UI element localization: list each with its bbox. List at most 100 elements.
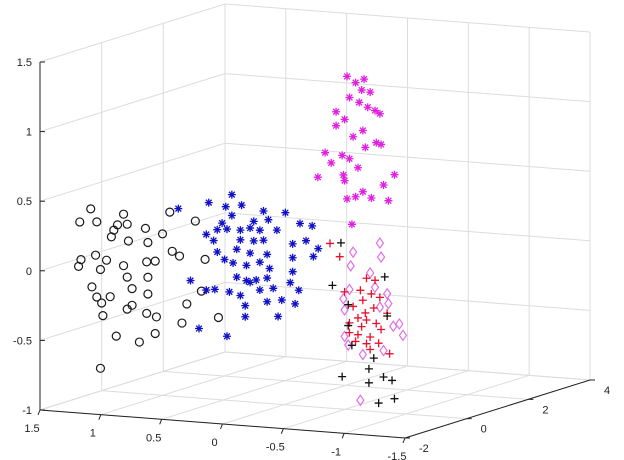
data-point-circle (92, 217, 102, 227)
data-point-plus (362, 274, 371, 283)
data-point-plus (383, 312, 392, 321)
data-point-circle (142, 308, 152, 318)
data-point-asterisk (246, 278, 255, 287)
x-tick-label: -1 (331, 446, 341, 458)
data-point-diamond (358, 348, 368, 361)
data-point-asterisk (255, 286, 264, 295)
data-point-asterisk (377, 140, 386, 149)
data-point-diamond (339, 292, 348, 305)
data-point-asterisk (242, 276, 251, 285)
series-5 (328, 238, 399, 408)
z-tick-label: 1.5 (17, 57, 32, 69)
data-point-circle (174, 251, 185, 261)
data-point-asterisk (264, 215, 273, 224)
data-point-circle (190, 216, 200, 226)
data-point-circle (97, 298, 107, 308)
y-tick-label: 0 (481, 424, 487, 436)
grid-line-z-back (224, 212, 591, 242)
tick-labels: 1.5 1 0.5 0 -0.5 -1 -1.5 -2 0 2 4 -1 -0.5 0 0.5 1 1.5 (13, 57, 610, 460)
grid-line-z-left (39, 3, 226, 63)
data-point-asterisk (236, 235, 245, 244)
data-point-plus (345, 328, 354, 337)
series-2 (313, 72, 399, 229)
data-point-asterisk (210, 285, 219, 294)
data-point-circle (73, 261, 84, 271)
data-point-plus (356, 286, 365, 295)
data-point-asterisk (366, 88, 375, 97)
data-point-asterisk (241, 301, 250, 310)
grid-line-y-floor (163, 370, 529, 400)
data-point-asterisk (338, 151, 347, 160)
data-point-plus (349, 302, 358, 311)
data-point-asterisk (345, 93, 354, 102)
data-point-circle (101, 255, 112, 265)
data-point-asterisk (213, 225, 222, 234)
data-point-asterisk (252, 276, 261, 285)
grid-line-x-floor (222, 365, 408, 425)
data-point-asterisk (343, 72, 352, 81)
series-0 (73, 204, 224, 373)
data-point-circle (167, 246, 177, 256)
data-point-plus (358, 296, 367, 305)
data-point-plus (344, 300, 353, 309)
data-point-asterisk (249, 236, 258, 245)
grid-line-z-left (39, 73, 226, 133)
z-tick-label: 1 (26, 127, 32, 139)
y-tick-label: 4 (604, 385, 610, 397)
grid-line-z-back (224, 281, 591, 311)
data-point-asterisk (255, 226, 264, 235)
data-point-asterisk (202, 230, 211, 239)
data-point-asterisk (354, 163, 362, 172)
grid-line-z-back (224, 3, 591, 33)
data-point-asterisk (281, 208, 290, 217)
x-tick-mark (220, 423, 223, 430)
data-point-plus (347, 341, 356, 350)
grid-line-y-floor (101, 390, 467, 420)
data-point-circle (122, 304, 132, 314)
data-point-plus (325, 239, 334, 248)
data-point-asterisk (340, 176, 349, 185)
data-point-asterisk (379, 180, 388, 189)
z-tick-label: -1 (22, 405, 32, 417)
data-point-asterisk (229, 258, 238, 267)
data-point-asterisk (288, 267, 297, 276)
data-point-circle (111, 331, 121, 341)
data-point-asterisk (332, 121, 341, 130)
data-point-diamond (375, 237, 385, 250)
data-point-asterisk (246, 224, 255, 233)
data-point-plus (374, 339, 383, 348)
data-point-circle (118, 209, 129, 219)
data-point-asterisk (225, 287, 234, 296)
x-tick-mark (402, 437, 406, 444)
data-point-asterisk (355, 98, 364, 107)
x-tick-label: 0.5 (146, 432, 161, 444)
x-tick-label: 0 (211, 437, 217, 449)
data-point-circle (95, 363, 106, 373)
data-point-asterisk (222, 332, 231, 341)
data-point-asterisk (294, 286, 303, 295)
data-point-asterisk (390, 170, 399, 179)
grid-line-x-floor (344, 374, 530, 434)
data-point-asterisk (218, 219, 227, 228)
data-point-plus (366, 332, 375, 341)
data-point-plus (361, 308, 370, 317)
data-point-plus (344, 321, 353, 330)
data-point-plus (353, 313, 362, 322)
grid-lines (39, 3, 591, 439)
series-4 (325, 239, 394, 358)
data-point-asterisk (295, 219, 304, 228)
data-point-asterisk (221, 202, 230, 211)
data-point-diamond (375, 301, 385, 314)
data-point-circle (122, 272, 132, 282)
data-point-asterisk (340, 115, 349, 124)
grid-line-z-back (224, 142, 591, 172)
data-point-plus (335, 252, 344, 261)
data-point-diamond (382, 287, 392, 300)
data-point-circle (182, 299, 192, 309)
data-point-circle (134, 337, 144, 347)
data-point-diamond (384, 297, 393, 310)
y-axis-line (404, 379, 591, 439)
data-point-circle (75, 217, 85, 227)
grid-line-z-left (39, 142, 226, 202)
data-point-plus (367, 289, 376, 298)
